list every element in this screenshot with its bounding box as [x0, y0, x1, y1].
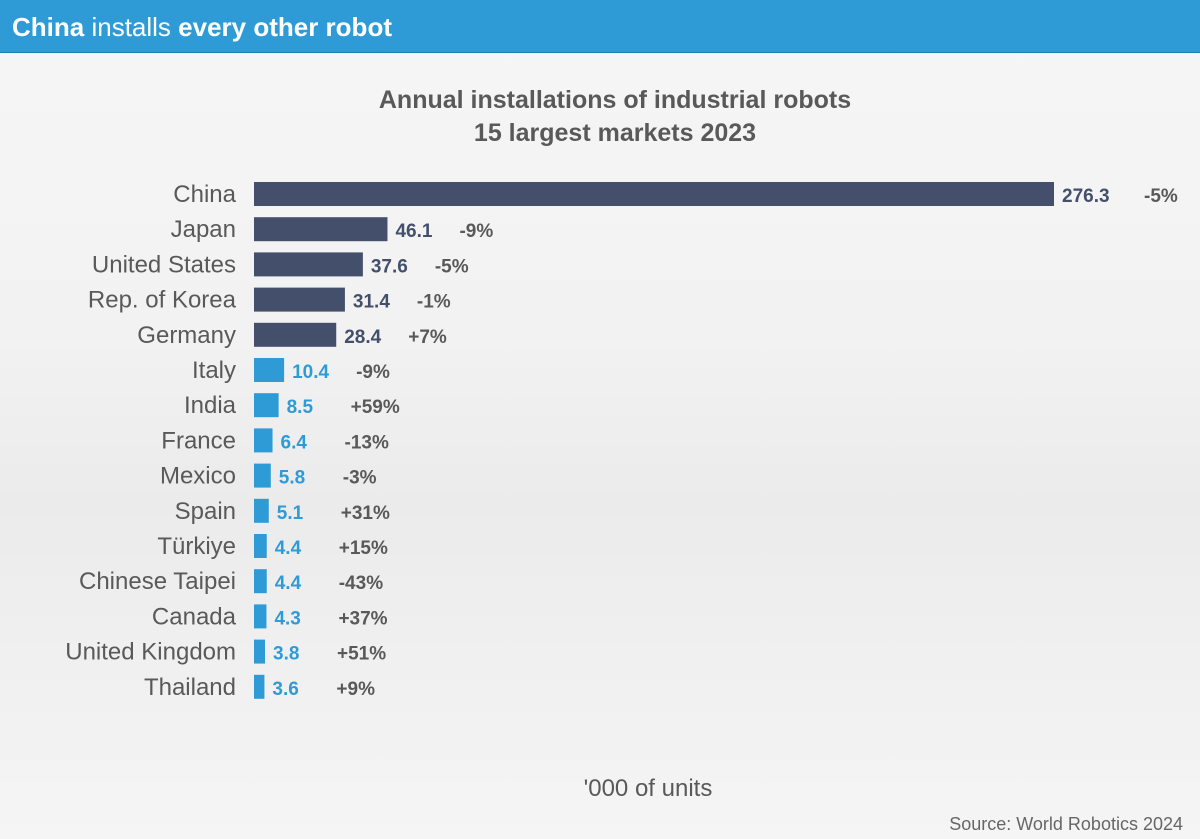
category-label: China — [173, 181, 236, 208]
category-label: Germany — [137, 322, 236, 349]
category-label: United Kingdom — [65, 639, 236, 666]
category-label: Mexico — [160, 463, 236, 490]
bar — [254, 604, 267, 629]
change-label: -9% — [356, 362, 390, 383]
change-label: -9% — [459, 221, 493, 242]
bar — [254, 463, 271, 488]
header-title: China installs every other robot — [12, 12, 392, 43]
bar — [254, 534, 267, 558]
bar — [254, 287, 345, 312]
change-label: +9% — [336, 679, 375, 700]
change-label: -3% — [343, 468, 377, 489]
bar — [254, 674, 265, 699]
category-label: Japan — [171, 216, 236, 243]
category-label: India — [184, 392, 237, 419]
category-label: Rep. of Korea — [88, 287, 237, 314]
value-label: 8.5 — [287, 397, 314, 418]
bar — [254, 639, 266, 664]
header-title-emphasis-claim: every other robot — [178, 12, 392, 42]
header-band: China installs every other robot — [0, 0, 1200, 53]
chart-subtitle: 15 largest markets 2023 — [474, 119, 756, 147]
change-label: -5% — [435, 256, 469, 277]
value-label: 4.4 — [275, 573, 302, 594]
bar — [254, 498, 269, 523]
category-label: Canada — [152, 603, 237, 630]
change-label: +7% — [408, 327, 447, 348]
change-label: -13% — [345, 432, 389, 453]
header-title-emphasis-country: China — [12, 12, 85, 42]
bar — [254, 182, 1054, 206]
bar — [254, 217, 388, 242]
value-label: 4.4 — [275, 538, 302, 559]
value-label: 28.4 — [344, 327, 381, 348]
change-label: -43% — [339, 573, 383, 594]
value-label: 3.6 — [272, 679, 298, 700]
bar — [254, 322, 337, 347]
chart-title: Annual installations of industrial robot… — [379, 86, 851, 114]
value-label: 3.8 — [273, 644, 299, 665]
value-label: 5.8 — [279, 468, 305, 489]
change-label: -5% — [1144, 186, 1178, 207]
change-label: +51% — [337, 644, 386, 665]
x-axis-label: '000 of units — [584, 775, 713, 802]
source-note: Source: World Robotics 2024 — [949, 814, 1183, 834]
category-label: Spain — [175, 498, 236, 525]
value-label: 10.4 — [292, 362, 329, 383]
bar — [254, 428, 273, 453]
change-label: +15% — [339, 538, 388, 559]
value-label: 31.4 — [353, 292, 390, 313]
header-title-middle: installs — [84, 12, 179, 42]
bar — [254, 393, 279, 418]
value-label: 46.1 — [395, 221, 432, 242]
change-label: +31% — [341, 503, 390, 524]
value-label: 5.1 — [277, 503, 304, 524]
category-label: Türkiye — [157, 533, 236, 560]
change-label: +59% — [351, 397, 400, 418]
bar — [254, 358, 285, 382]
category-label: France — [161, 427, 236, 454]
category-label: Chinese Taipei — [79, 568, 236, 595]
bar — [254, 569, 267, 594]
value-label: 276.3 — [1062, 186, 1110, 207]
value-label: 4.3 — [274, 608, 300, 629]
category-label: Thailand — [144, 674, 236, 701]
bars-group: China 276.3 -5% Japan 46.1 -9% United States 37… — [65, 181, 1178, 701]
category-label: United States — [92, 251, 236, 278]
change-label: -1% — [417, 292, 451, 313]
value-label: 6.4 — [281, 432, 308, 453]
bar — [254, 252, 363, 277]
change-label: +37% — [338, 608, 387, 629]
value-label: 37.6 — [371, 256, 408, 277]
category-label: Italy — [192, 357, 236, 384]
